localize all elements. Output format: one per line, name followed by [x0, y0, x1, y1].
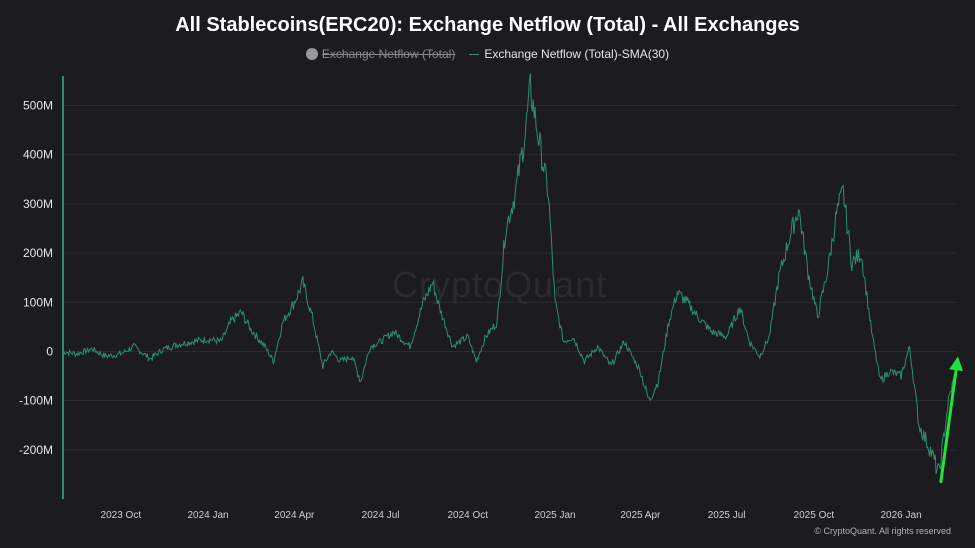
x-tick-label: 2024 Jul	[362, 510, 400, 521]
legend-item-netflow[interactable]: Exchange Netflow (Total)	[305, 47, 456, 61]
y-tick-label: 300M	[23, 197, 53, 211]
watermark: CryptoQuant	[392, 264, 608, 305]
legend-marker-line-icon	[469, 53, 480, 55]
x-tick-label: 2025 Jul	[708, 510, 746, 521]
annotation-arrow-head-icon	[949, 356, 963, 372]
y-tick-label: -100M	[19, 394, 53, 408]
y-tick-label: -200M	[19, 443, 53, 457]
x-tick-label: 2024 Oct	[448, 510, 489, 521]
x-tick-label: 2025 Apr	[620, 510, 661, 521]
legend-label-netflow: Exchange Netflow (Total)	[321, 47, 456, 61]
legend-label-sma30: Exchange Netflow (Total)-SMA(30)	[484, 47, 670, 61]
x-tick-label: 2023 Oct	[101, 510, 142, 521]
chart-title: All Stablecoins(ERC20): Exchange Netflow…	[175, 14, 800, 36]
legend-marker-dot-icon	[305, 48, 318, 60]
y-tick-label: 100M	[23, 295, 53, 309]
copyright: © CryptoQuant. All rights reserved	[814, 526, 951, 536]
y-tick-label: 500M	[23, 99, 53, 113]
x-tick-label: 2024 Jan	[187, 510, 228, 521]
x-tick-label: 2025 Oct	[794, 510, 835, 521]
x-tick-label: 2024 Apr	[274, 510, 315, 521]
y-tick-label: 400M	[23, 148, 53, 162]
y-tick-label: 200M	[23, 246, 53, 260]
legend-item-sma30[interactable]: Exchange Netflow (Total)-SMA(30)	[469, 47, 669, 61]
legend: Exchange Netflow (Total) Exchange Netflo…	[0, 47, 975, 61]
annotation-arrow-shaft	[939, 368, 958, 484]
x-tick-label: 2025 Jan	[534, 510, 575, 521]
x-tick-label: 2026 Jan	[880, 510, 921, 521]
y-tick-label: 0	[46, 344, 53, 358]
series-line-sma30[interactable]	[62, 73, 958, 475]
